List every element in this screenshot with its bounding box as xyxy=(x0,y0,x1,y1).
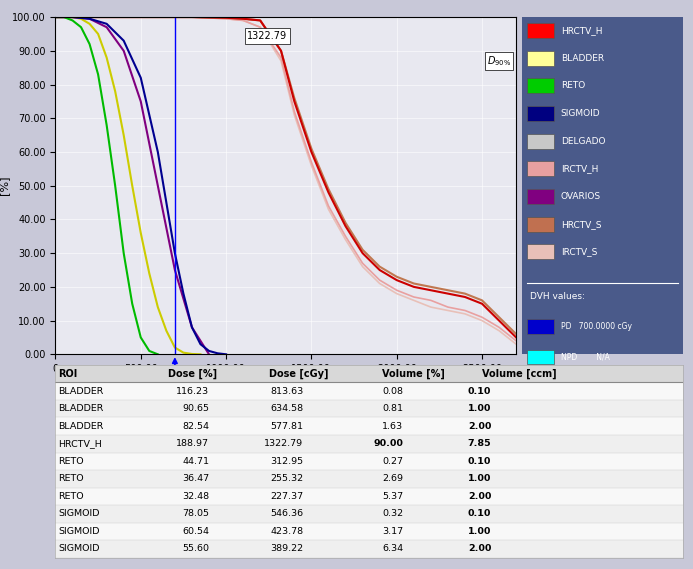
Text: 546.36: 546.36 xyxy=(270,509,303,518)
Bar xyxy=(527,189,554,204)
Text: DELGADO: DELGADO xyxy=(561,137,605,146)
Text: 90.65: 90.65 xyxy=(182,404,209,413)
Text: 0.32: 0.32 xyxy=(383,509,403,518)
Text: 90.00: 90.00 xyxy=(374,439,403,448)
Text: 32.48: 32.48 xyxy=(182,492,209,501)
Bar xyxy=(527,134,554,149)
Text: Volume [%]: Volume [%] xyxy=(382,369,444,379)
Text: BLADDER: BLADDER xyxy=(561,53,604,63)
Bar xyxy=(527,106,554,121)
Text: 0.10: 0.10 xyxy=(468,509,491,518)
Bar xyxy=(527,162,554,176)
Text: 1.00: 1.00 xyxy=(468,527,491,536)
Text: 0.08: 0.08 xyxy=(383,387,403,395)
Text: 227.37: 227.37 xyxy=(270,492,303,501)
Bar xyxy=(55,435,683,452)
X-axis label: Dose [cGy]: Dose [cGy] xyxy=(255,380,317,390)
Text: IRCTV_S: IRCTV_S xyxy=(561,248,597,256)
Text: 5.37: 5.37 xyxy=(383,492,403,501)
Text: HRCTV_H: HRCTV_H xyxy=(561,26,602,35)
Bar xyxy=(55,488,683,505)
Text: 6.34: 6.34 xyxy=(383,545,403,554)
Bar xyxy=(55,365,683,382)
Text: 44.71: 44.71 xyxy=(182,457,209,466)
Text: 1322.79: 1322.79 xyxy=(247,31,288,40)
Text: RETO: RETO xyxy=(59,492,85,501)
Bar xyxy=(55,505,683,522)
Text: SIGMOID: SIGMOID xyxy=(59,545,100,554)
Text: 634.58: 634.58 xyxy=(270,404,303,413)
Text: 1.00: 1.00 xyxy=(468,404,491,413)
Bar xyxy=(55,400,683,418)
Text: 813.63: 813.63 xyxy=(270,387,303,395)
Text: HRCTV_S: HRCTV_S xyxy=(561,220,602,229)
Text: 78.05: 78.05 xyxy=(182,509,209,518)
Bar xyxy=(55,418,683,435)
Text: 2.00: 2.00 xyxy=(468,422,491,431)
Text: 2.69: 2.69 xyxy=(383,475,403,483)
Text: 577.81: 577.81 xyxy=(270,422,303,431)
Text: Volume [ccm]: Volume [ccm] xyxy=(482,369,556,379)
Text: OVARIOS: OVARIOS xyxy=(561,192,601,201)
Text: 255.32: 255.32 xyxy=(270,475,303,483)
Text: IRCTV_H: IRCTV_H xyxy=(561,164,598,174)
Text: 55.60: 55.60 xyxy=(182,545,209,554)
Bar xyxy=(527,349,554,364)
Bar xyxy=(527,23,554,38)
Text: $D_{90\%}$: $D_{90\%}$ xyxy=(487,54,511,68)
Text: RETO: RETO xyxy=(59,457,85,466)
Text: 82.54: 82.54 xyxy=(182,422,209,431)
Text: 0.27: 0.27 xyxy=(383,457,403,466)
Text: 389.22: 389.22 xyxy=(270,545,303,554)
Bar xyxy=(55,382,683,400)
Text: ROI: ROI xyxy=(59,369,78,379)
Y-axis label: Volume
[%]: Volume [%] xyxy=(0,165,9,207)
Text: 312.95: 312.95 xyxy=(270,457,303,466)
Text: PD   700.0000 cGy: PD 700.0000 cGy xyxy=(561,322,632,331)
Bar xyxy=(55,522,683,540)
Text: 188.97: 188.97 xyxy=(176,439,209,448)
Bar xyxy=(55,470,683,488)
Text: 36.47: 36.47 xyxy=(182,475,209,483)
Text: Dose [%]: Dose [%] xyxy=(168,369,218,379)
Text: SIGMOID: SIGMOID xyxy=(59,509,100,518)
Text: BLADDER: BLADDER xyxy=(59,387,104,395)
Text: 1322.79: 1322.79 xyxy=(264,439,303,448)
Text: 116.23: 116.23 xyxy=(176,387,209,395)
Text: 0.10: 0.10 xyxy=(468,457,491,466)
Text: SIGMOID: SIGMOID xyxy=(59,527,100,536)
Text: 60.54: 60.54 xyxy=(182,527,209,536)
Bar xyxy=(527,217,554,232)
Bar xyxy=(55,540,683,558)
Text: 7.85: 7.85 xyxy=(468,439,491,448)
Text: BLADDER: BLADDER xyxy=(59,422,104,431)
Text: HRCTV_H: HRCTV_H xyxy=(59,439,103,448)
Text: 423.78: 423.78 xyxy=(270,527,303,536)
Text: RETO: RETO xyxy=(59,475,85,483)
Text: Dose [cGy]: Dose [cGy] xyxy=(269,369,328,379)
Text: 2.00: 2.00 xyxy=(468,545,491,554)
Text: RETO: RETO xyxy=(561,81,585,90)
Text: 1.00: 1.00 xyxy=(468,475,491,483)
Text: BLADDER: BLADDER xyxy=(59,404,104,413)
Text: PD: PD xyxy=(168,381,182,391)
Text: 0.81: 0.81 xyxy=(383,404,403,413)
Text: 3.17: 3.17 xyxy=(383,527,403,536)
Bar xyxy=(55,452,683,470)
Text: SIGMOID: SIGMOID xyxy=(561,109,600,118)
Bar xyxy=(527,244,554,259)
Text: 0.10: 0.10 xyxy=(468,387,491,395)
Text: NPD        N/A: NPD N/A xyxy=(561,353,610,361)
Text: 2.00: 2.00 xyxy=(468,492,491,501)
Bar xyxy=(527,51,554,65)
Text: 1.63: 1.63 xyxy=(383,422,403,431)
Bar xyxy=(527,319,554,334)
Text: DVH values:: DVH values: xyxy=(530,292,586,301)
Bar xyxy=(527,79,554,93)
